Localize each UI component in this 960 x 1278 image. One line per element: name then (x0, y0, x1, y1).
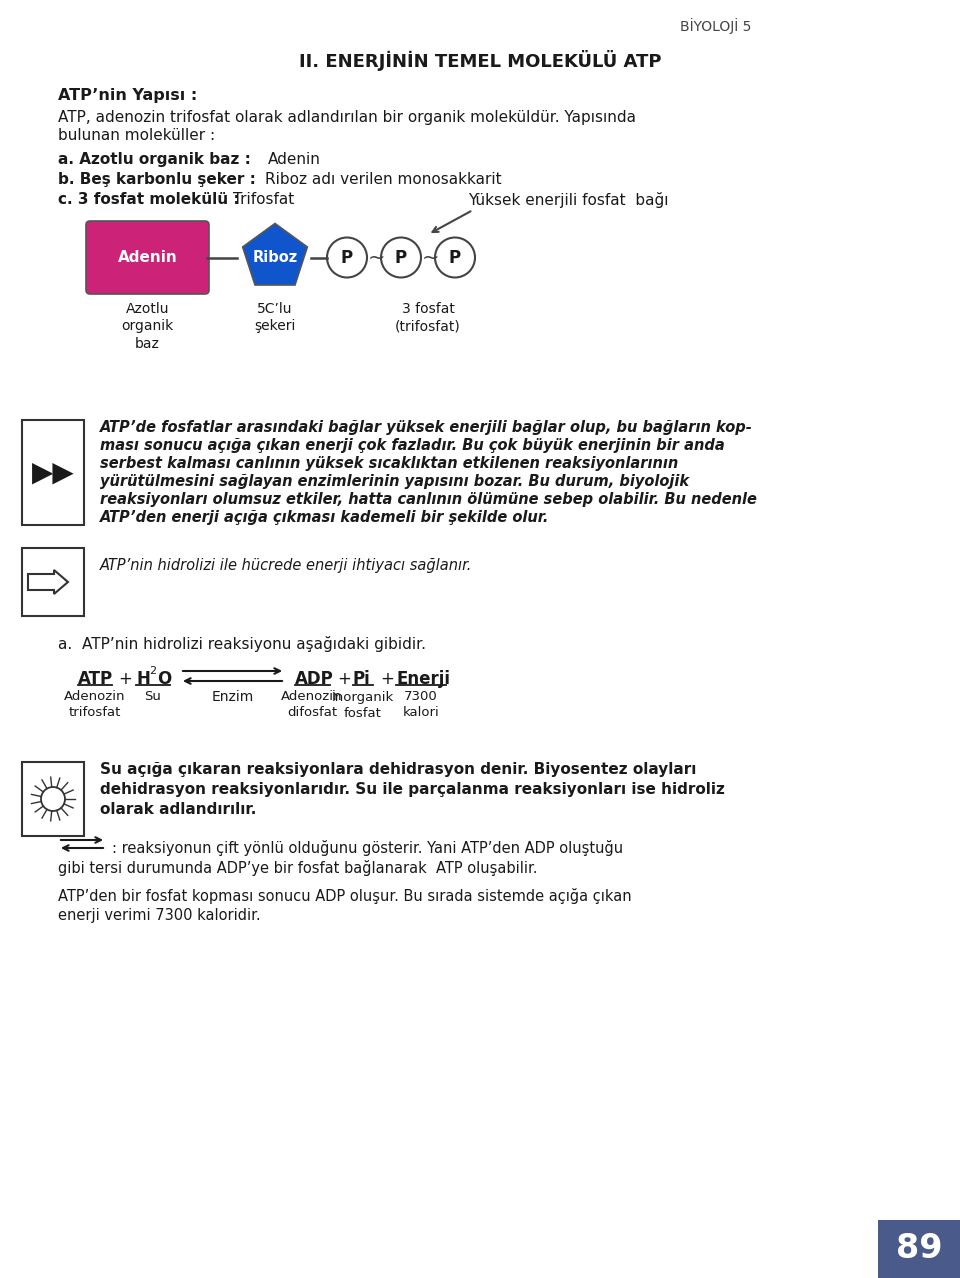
Text: ATP, adenozin trifosfat olarak adlandırılan bir organik moleküldür. Yapısında: ATP, adenozin trifosfat olarak adlandırı… (58, 110, 636, 125)
Text: Su: Su (145, 690, 161, 703)
Text: ~: ~ (368, 248, 386, 267)
FancyBboxPatch shape (86, 221, 209, 294)
Text: : reaksiyonun çift yönlü olduğunu gösterir. Yani ATP’den ADP oluştuğu: : reaksiyonun çift yönlü olduğunu göster… (112, 840, 623, 856)
Text: Enzim: Enzim (211, 690, 253, 704)
Bar (22, 548, 84, 616)
Text: +: + (380, 670, 394, 688)
Text: +: + (337, 670, 350, 688)
Text: gibi tersi durumunda ADP’ye bir fosfat bağlanarak  ATP oluşabilir.: gibi tersi durumunda ADP’ye bir fosfat b… (58, 860, 538, 875)
Text: Riboz adı verilen monosakkarit: Riboz adı verilen monosakkarit (265, 173, 502, 187)
Text: a.  ATP’nin hidrolizi reaksiyonu aşağıdaki gibidir.: a. ATP’nin hidrolizi reaksiyonu aşağıdak… (58, 636, 426, 652)
Text: Trifosfat: Trifosfat (233, 192, 295, 207)
Text: 2: 2 (149, 666, 156, 676)
Text: Adenozin
difosfat: Adenozin difosfat (281, 690, 343, 720)
Text: olarak adlandırılır.: olarak adlandırılır. (100, 803, 256, 817)
Text: Adenin: Adenin (268, 152, 321, 167)
Text: ATP’de fosfatlar arasındaki bağlar yüksek enerjili bağlar olup, bu bağların kop-: ATP’de fosfatlar arasındaki bağlar yükse… (100, 420, 753, 435)
Bar (22, 762, 84, 836)
Text: O: O (157, 670, 171, 688)
Text: 89: 89 (896, 1232, 943, 1265)
Text: Enerji: Enerji (396, 670, 450, 688)
Text: P: P (449, 248, 461, 267)
Circle shape (327, 238, 367, 277)
Text: ▶▶: ▶▶ (32, 459, 74, 487)
Text: ATP’nin Yapısı :: ATP’nin Yapısı : (58, 88, 197, 104)
Text: H: H (136, 670, 150, 688)
Text: Yüksek enerjili fosfat  bağı: Yüksek enerjili fosfat bağı (468, 192, 668, 208)
Text: Su açığa çıkaran reaksiyonlara dehidrasyon denir. Biyosentez olayları: Su açığa çıkaran reaksiyonlara dehidrasy… (100, 762, 696, 777)
Text: Riboz: Riboz (252, 250, 298, 265)
Text: P: P (341, 248, 353, 267)
Text: reaksiyonları olumsuz etkiler, hatta canlının ölümüne sebep olabilir. Bu nedenle: reaksiyonları olumsuz etkiler, hatta can… (100, 492, 756, 507)
Text: ması sonucu açığa çıkan enerji çok fazladır. Bu çok büyük enerjinin bir anda: ması sonucu açığa çıkan enerji çok fazla… (100, 438, 725, 452)
Text: ATP’den bir fosfat kopması sonucu ADP oluşur. Bu sırada sistemde açığa çıkan: ATP’den bir fosfat kopması sonucu ADP ol… (58, 888, 632, 904)
Bar (22, 420, 84, 525)
Text: yürütülmesini sağlayan enzimlerinin yapısını bozar. Bu durum, biyolojik: yürütülmesini sağlayan enzimlerinin yapı… (100, 474, 689, 489)
Bar (878, 1220, 960, 1278)
Circle shape (435, 238, 475, 277)
Text: Adenozin
trifosfat: Adenozin trifosfat (64, 690, 126, 720)
Polygon shape (243, 224, 307, 285)
Text: a. Azotlu organik baz :: a. Azotlu organik baz : (58, 152, 251, 167)
Text: ATP: ATP (78, 670, 113, 688)
Text: c. 3 fosfat molekülü :: c. 3 fosfat molekülü : (58, 192, 240, 207)
Text: dehidrasyon reaksiyonlarıdır. Su ile parçalanma reaksiyonları ise hidroliz: dehidrasyon reaksiyonlarıdır. Su ile par… (100, 782, 725, 797)
Text: serbest kalması canlının yüksek sıcaklıktan etkilenen reaksiyonlarının: serbest kalması canlının yüksek sıcaklık… (100, 456, 679, 472)
Circle shape (381, 238, 421, 277)
Text: İnorganik
fosfat: İnorganik fosfat (332, 690, 395, 720)
Text: b. Beş karbonlu şeker :: b. Beş karbonlu şeker : (58, 173, 256, 187)
Text: ATP’den enerji açığa çıkması kademeli bir şekilde olur.: ATP’den enerji açığa çıkması kademeli bi… (100, 510, 549, 525)
Circle shape (41, 787, 65, 812)
Text: 7300
kalori: 7300 kalori (402, 690, 440, 720)
Text: Adenin: Adenin (118, 250, 178, 265)
Text: 3 fosfat
(trifosfat): 3 fosfat (trifosfat) (396, 302, 461, 334)
FancyArrow shape (28, 570, 68, 594)
Text: bulunan moleküller :: bulunan moleküller : (58, 128, 215, 143)
Text: ~: ~ (422, 248, 440, 267)
Text: +: + (118, 670, 132, 688)
Text: ADP: ADP (295, 670, 334, 688)
Text: II. ENERJİNİN TEMEL MOLEKÜLÜ ATP: II. ENERJİNİN TEMEL MOLEKÜLÜ ATP (299, 50, 661, 72)
Text: P: P (395, 248, 407, 267)
Text: enerji verimi 7300 kaloridir.: enerji verimi 7300 kaloridir. (58, 907, 260, 923)
Text: Azotlu
organik
baz: Azotlu organik baz (121, 302, 174, 350)
Text: ATP’nin hidrolizi ile hücrede enerji ihtiyacı sağlanır.: ATP’nin hidrolizi ile hücrede enerji iht… (100, 558, 472, 573)
Text: BİYOLOJİ 5: BİYOLOJİ 5 (680, 18, 752, 35)
Text: Pi: Pi (353, 670, 371, 688)
Text: 5C’lu
şekeri: 5C’lu şekeri (254, 302, 296, 334)
